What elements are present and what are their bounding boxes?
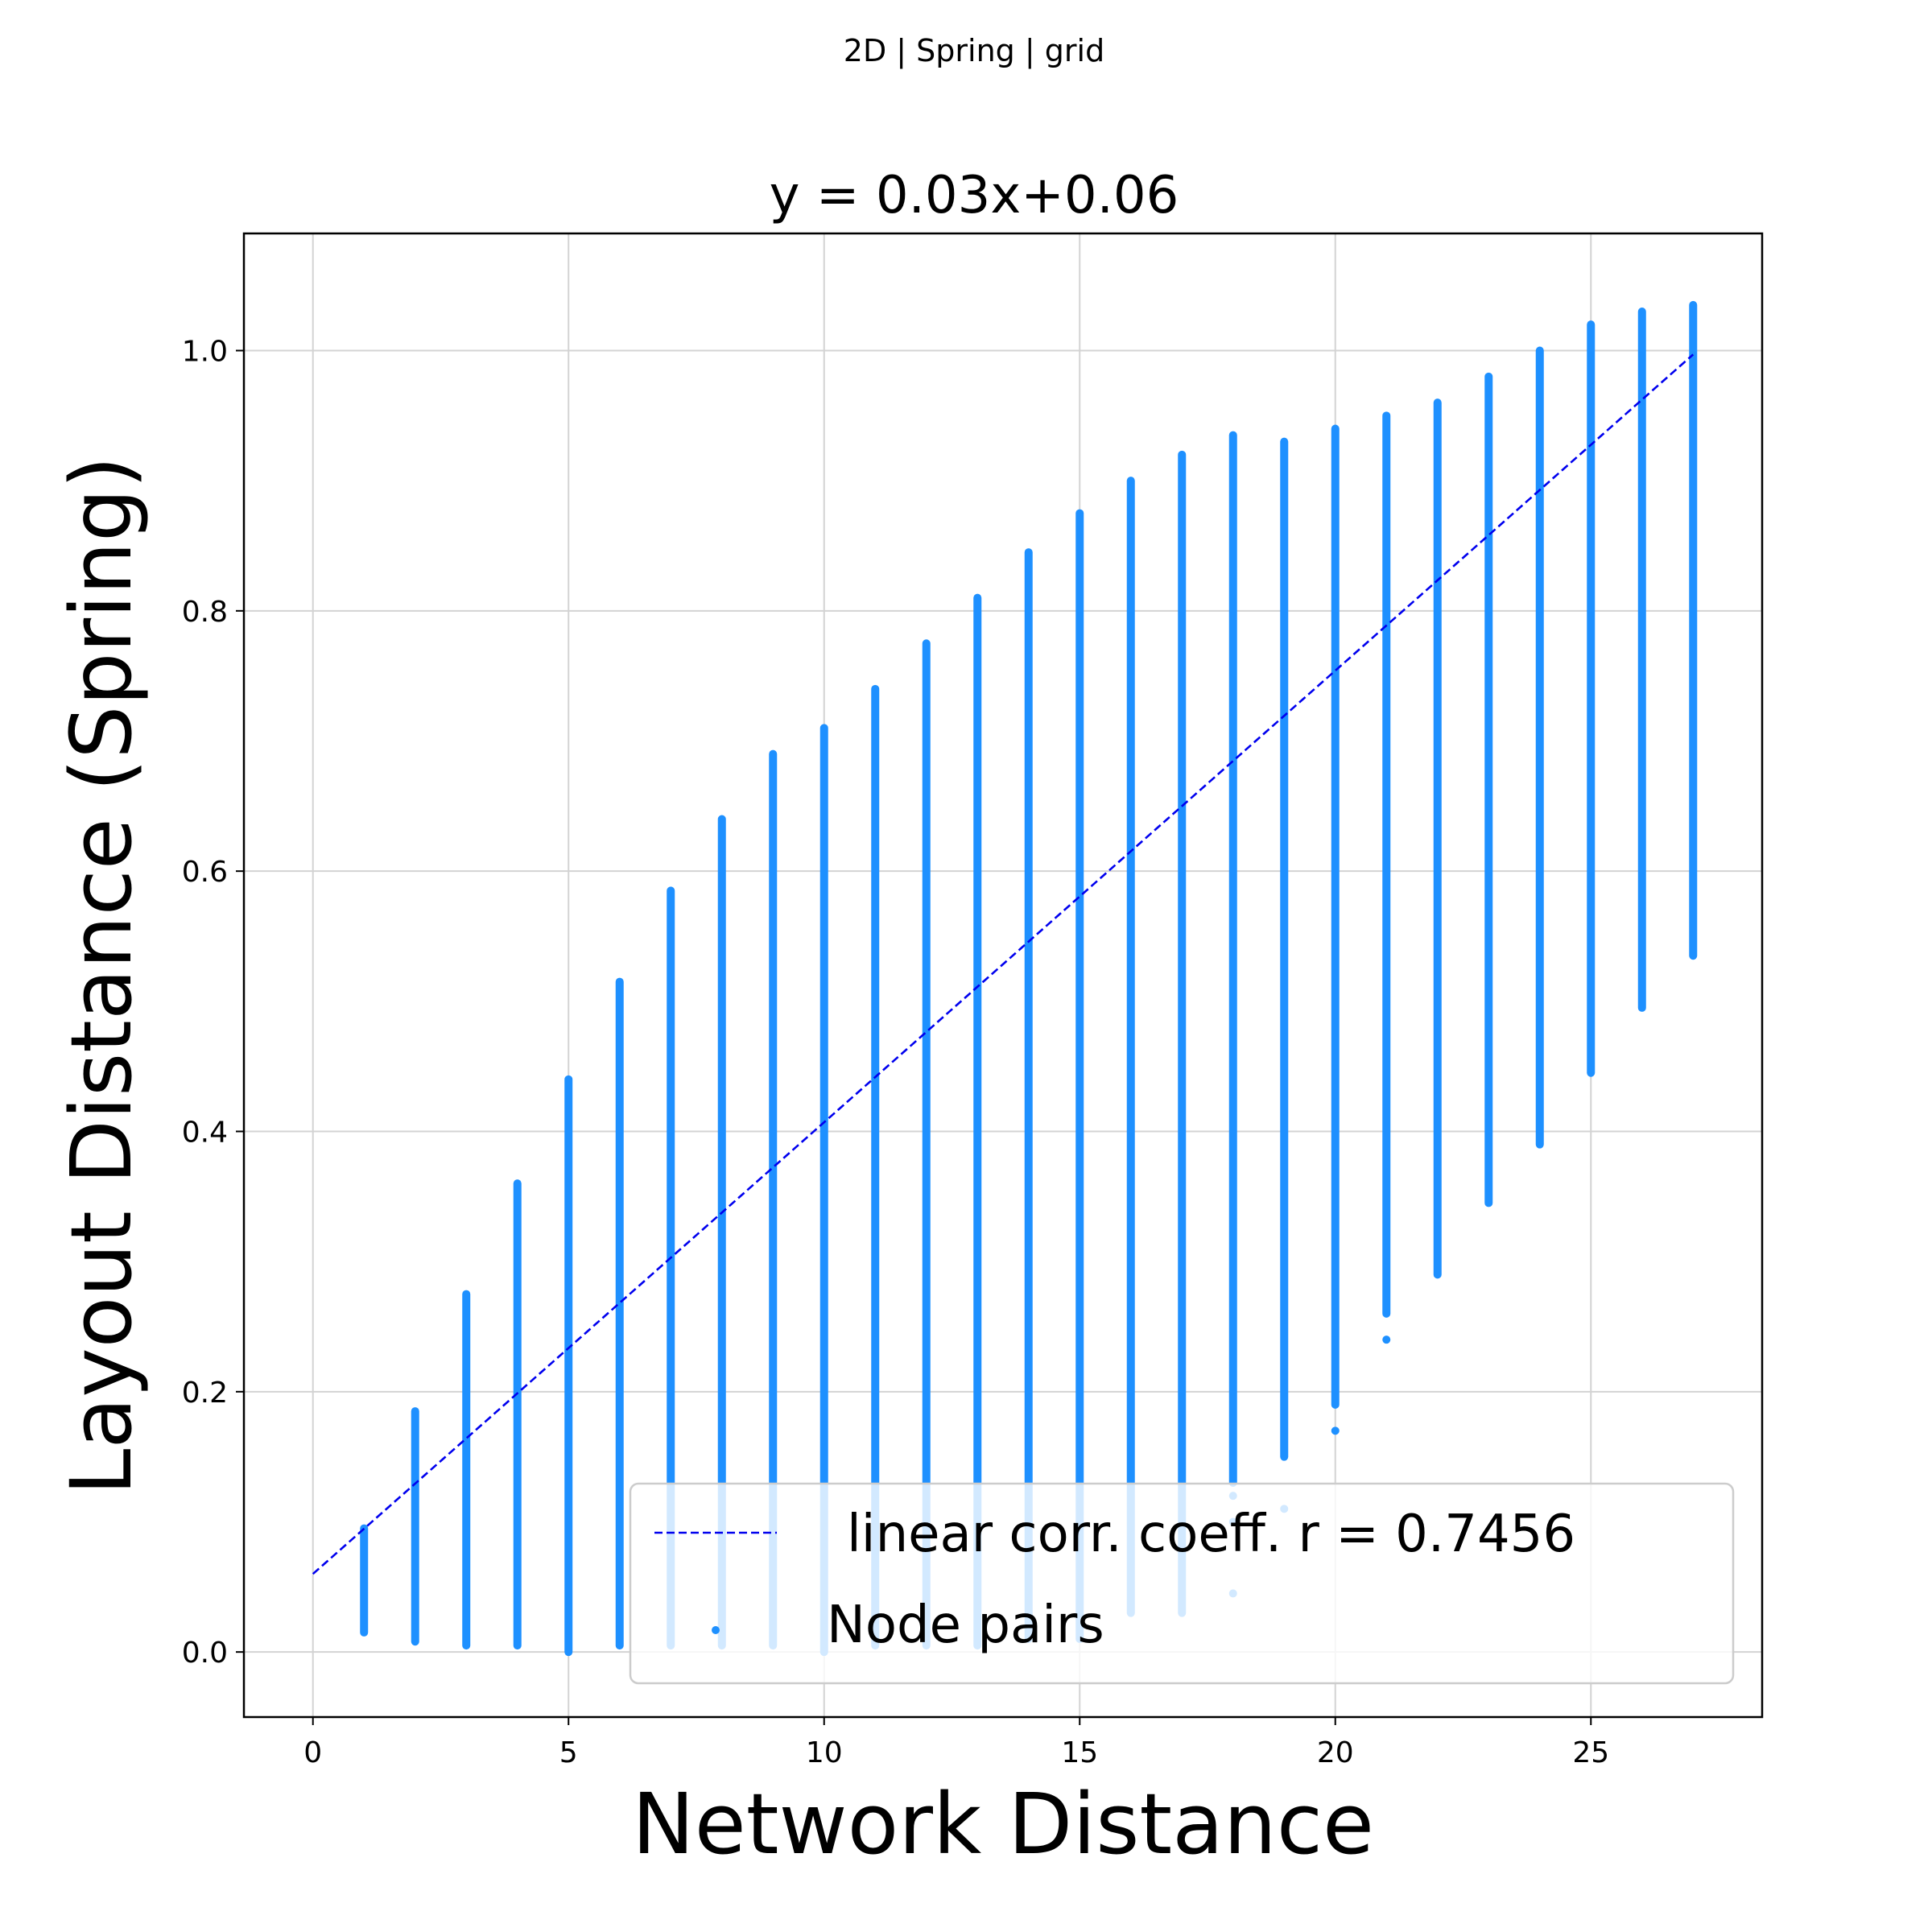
regression-line (312, 353, 1695, 1575)
y-tick-label: 0.2 (182, 1377, 228, 1410)
x-tick-label: 5 (559, 1736, 578, 1769)
x-axis-ticks: 0 5 10 15 20 25 (303, 1717, 1609, 1769)
figure-suptitle: 2D | Spring | grid (844, 33, 1104, 69)
x-tick-label: 0 (303, 1736, 322, 1769)
legend-label-points: Node pairs (827, 1596, 1104, 1655)
y-tick-label: 0.6 (182, 856, 228, 889)
y-axis-ticks: 0.0 0.2 0.4 0.6 0.8 1.0 (182, 336, 244, 1670)
y-tick-label: 0.0 (182, 1637, 228, 1670)
x-tick-label: 10 (806, 1736, 843, 1769)
y-tick-label: 0.8 (182, 596, 228, 629)
plot-frame (242, 232, 1764, 1719)
legend: linear corr. coeff. r = 0.7456 Node pair… (629, 1482, 1735, 1685)
y-tick-label: 0.4 (182, 1117, 228, 1150)
y-tick-label: 1.0 (182, 336, 228, 369)
y-axis-label: Layout Distance (Spring) (52, 456, 151, 1495)
legend-point-swatch (712, 1626, 720, 1634)
legend-box (629, 1482, 1735, 1685)
data-point (1382, 1335, 1391, 1344)
data-point (1331, 1426, 1340, 1435)
chart-title: y = 0.03x+0.06 (770, 166, 1179, 225)
x-axis-label: Network Distance (632, 1775, 1374, 1873)
x-tick-label: 20 (1317, 1736, 1354, 1769)
x-tick-label: 15 (1061, 1736, 1098, 1769)
regression-line-layer (312, 353, 1695, 1575)
legend-label-fit: linear corr. coeff. r = 0.7456 (847, 1505, 1575, 1564)
x-tick-label: 25 (1572, 1736, 1609, 1769)
